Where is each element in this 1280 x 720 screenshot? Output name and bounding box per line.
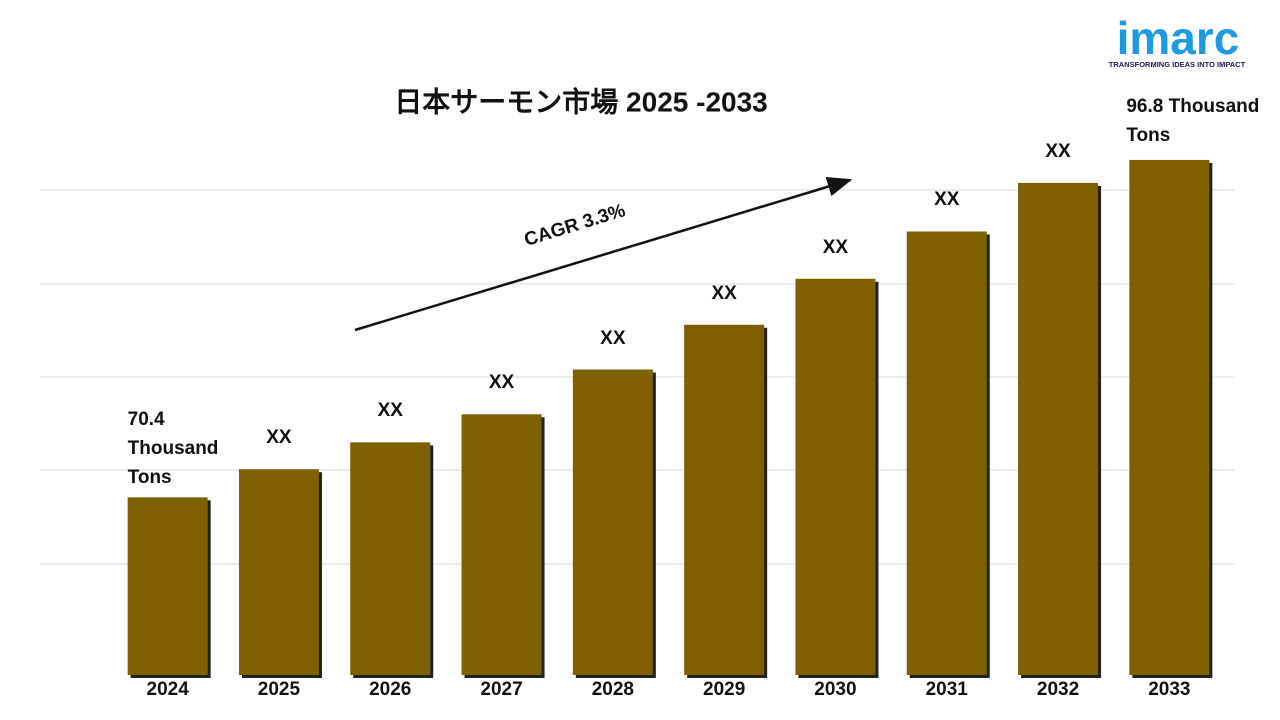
value-label: XX <box>822 236 849 258</box>
bar <box>795 278 876 675</box>
bar <box>906 231 987 676</box>
x-tick-label: 2030 <box>814 679 856 700</box>
value-label: XX <box>377 400 403 422</box>
value-label: XX <box>266 427 292 449</box>
value-label: XX <box>488 372 515 394</box>
x-tick-label: 2028 <box>592 679 634 700</box>
value-label: XX <box>711 282 737 304</box>
value-label: 70.4 Thousand Tons <box>127 409 219 489</box>
logo-name: imarc <box>1117 12 1240 64</box>
cagr-label: CAGR 3.3% <box>522 200 628 251</box>
bar <box>1129 159 1210 676</box>
bar <box>684 324 765 675</box>
value-label: XX <box>600 327 626 349</box>
value-label: 96.8 Thousand Tons <box>1126 95 1260 146</box>
cagr-arrow <box>354 176 853 332</box>
bar <box>238 469 319 675</box>
chart-title: 日本サーモン市場 2025 -2033 <box>394 85 767 117</box>
value-label: XX <box>934 189 960 211</box>
logo-tagline: TRANSFORMING IDEAS INTO IMPACT <box>1109 60 1246 69</box>
x-tick-label: 2031 <box>926 679 969 700</box>
bar <box>350 442 431 675</box>
bar <box>572 369 653 675</box>
x-tick-label: 2029 <box>703 679 745 700</box>
x-tick-label: 2025 <box>258 679 301 700</box>
x-tick-label: 2026 <box>369 679 411 700</box>
bar <box>127 497 208 675</box>
bar <box>461 414 542 675</box>
x-tick-label: 2032 <box>1037 679 1079 700</box>
bar <box>1018 182 1099 675</box>
x-tick-label: 2024 <box>147 679 190 700</box>
x-tick-label: 2033 <box>1148 679 1190 700</box>
x-tick-label: 2027 <box>480 679 522 700</box>
value-label: XX <box>1045 140 1071 162</box>
